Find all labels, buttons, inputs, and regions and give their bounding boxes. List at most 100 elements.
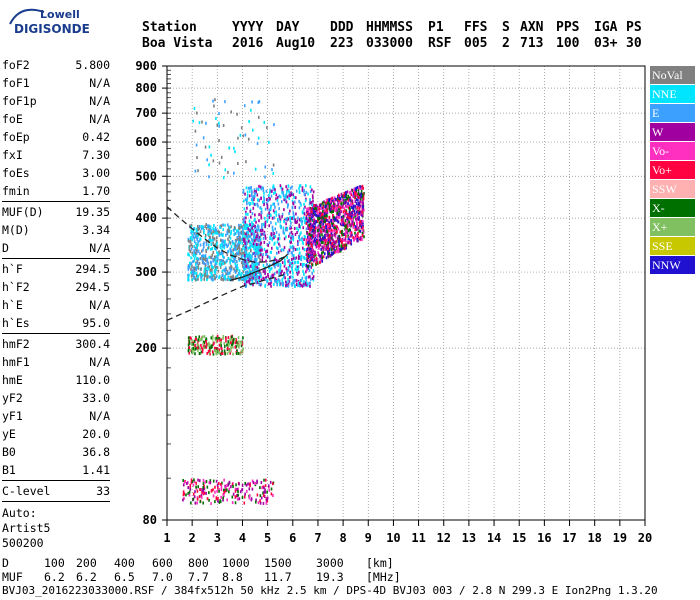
param-name: foEs bbox=[2, 166, 30, 180]
echo-point bbox=[193, 252, 195, 256]
echo-point bbox=[288, 189, 290, 193]
echo-point bbox=[312, 269, 315, 273]
echo-point bbox=[311, 245, 313, 249]
echo-point bbox=[232, 253, 235, 257]
echo-point bbox=[333, 229, 335, 233]
echo-point bbox=[238, 497, 241, 501]
echo-point bbox=[273, 260, 276, 264]
echo-point bbox=[253, 233, 255, 237]
echo-point bbox=[311, 271, 314, 275]
echo-point bbox=[278, 272, 281, 276]
echo-point bbox=[288, 212, 290, 216]
param-value: 33 bbox=[96, 484, 110, 498]
echo-point bbox=[244, 224, 247, 228]
echo-point bbox=[236, 237, 239, 241]
echo-point bbox=[252, 198, 255, 202]
echo-point bbox=[228, 349, 231, 353]
echo-point bbox=[289, 216, 291, 220]
echo-point bbox=[243, 259, 246, 263]
echo-point bbox=[291, 199, 294, 203]
echo-point bbox=[266, 219, 269, 223]
echo-point bbox=[245, 241, 248, 245]
echo-point bbox=[201, 350, 204, 354]
echo-point bbox=[314, 242, 317, 246]
echo-point bbox=[230, 229, 232, 233]
echo-point bbox=[337, 193, 340, 197]
echo-point bbox=[291, 232, 294, 236]
echo-point bbox=[352, 209, 354, 213]
echo-point bbox=[303, 202, 305, 206]
echo-point bbox=[221, 252, 223, 256]
footer-row: MUF 6.2 6.2 6.5 7.0 7.7 8.8 11.7 19.3 [MHz] bbox=[2, 570, 692, 584]
echo-point bbox=[345, 204, 347, 208]
echo-point bbox=[251, 237, 253, 241]
echo-point bbox=[208, 348, 211, 352]
echo-point bbox=[333, 223, 335, 227]
echo-point bbox=[249, 186, 251, 190]
echo-point bbox=[220, 351, 223, 355]
echo-point bbox=[271, 225, 274, 229]
echo-point bbox=[257, 115, 260, 119]
echo-point bbox=[262, 269, 265, 273]
echo-point bbox=[360, 192, 362, 196]
echo-point bbox=[229, 250, 232, 254]
echo-point bbox=[305, 278, 308, 282]
echo-point bbox=[210, 256, 212, 260]
echo-point bbox=[249, 277, 251, 281]
echo-point bbox=[340, 210, 342, 214]
echo-point bbox=[341, 244, 343, 248]
echo-point bbox=[205, 243, 208, 247]
echo-point bbox=[321, 259, 324, 263]
echo-point bbox=[252, 235, 255, 239]
echo-point bbox=[335, 250, 338, 254]
echo-point bbox=[269, 188, 271, 192]
echo-point bbox=[246, 190, 249, 194]
echo-point bbox=[255, 498, 257, 502]
echo-point bbox=[248, 120, 250, 124]
echo-point bbox=[287, 277, 289, 281]
echo-point bbox=[361, 193, 364, 197]
echo-point bbox=[325, 256, 328, 260]
echo-point bbox=[250, 198, 253, 202]
echo-point bbox=[187, 278, 190, 282]
echo-point bbox=[189, 261, 191, 265]
echo-point bbox=[268, 193, 270, 197]
echo-point bbox=[261, 228, 264, 232]
echo-point bbox=[284, 276, 286, 280]
echo-point bbox=[358, 195, 361, 199]
echo-point bbox=[232, 485, 234, 489]
echo-point bbox=[218, 124, 220, 128]
echo-point bbox=[207, 349, 210, 353]
echo-point bbox=[242, 277, 244, 281]
legend-item-e: E bbox=[650, 104, 695, 122]
echo-point bbox=[194, 278, 197, 282]
echo-point bbox=[348, 196, 350, 200]
echo-point bbox=[299, 184, 302, 188]
echo-point bbox=[260, 213, 262, 217]
echo-point bbox=[221, 269, 224, 273]
echo-point bbox=[236, 236, 239, 240]
echo-point bbox=[342, 210, 345, 214]
echo-point bbox=[214, 349, 217, 353]
echo-point bbox=[200, 278, 203, 282]
echo-point bbox=[274, 257, 277, 261]
x-tick-label: 15 bbox=[512, 531, 526, 545]
echo-point bbox=[260, 274, 262, 278]
echo-point bbox=[256, 270, 259, 274]
echo-point bbox=[302, 283, 305, 287]
echo-point bbox=[281, 282, 284, 286]
echo-point bbox=[218, 351, 221, 355]
echo-point bbox=[341, 195, 343, 199]
echo-point bbox=[220, 155, 223, 159]
x-tick-label: 11 bbox=[411, 531, 425, 545]
echo-point bbox=[242, 228, 244, 232]
echo-point bbox=[287, 282, 290, 286]
x-tick-label: 13 bbox=[462, 531, 476, 545]
echo-point bbox=[355, 198, 358, 202]
echo-point bbox=[213, 237, 216, 241]
echo-point bbox=[237, 493, 239, 497]
echo-point bbox=[312, 214, 314, 218]
echo-point bbox=[358, 206, 361, 210]
echo-point bbox=[214, 276, 216, 280]
echo-point bbox=[348, 228, 351, 232]
